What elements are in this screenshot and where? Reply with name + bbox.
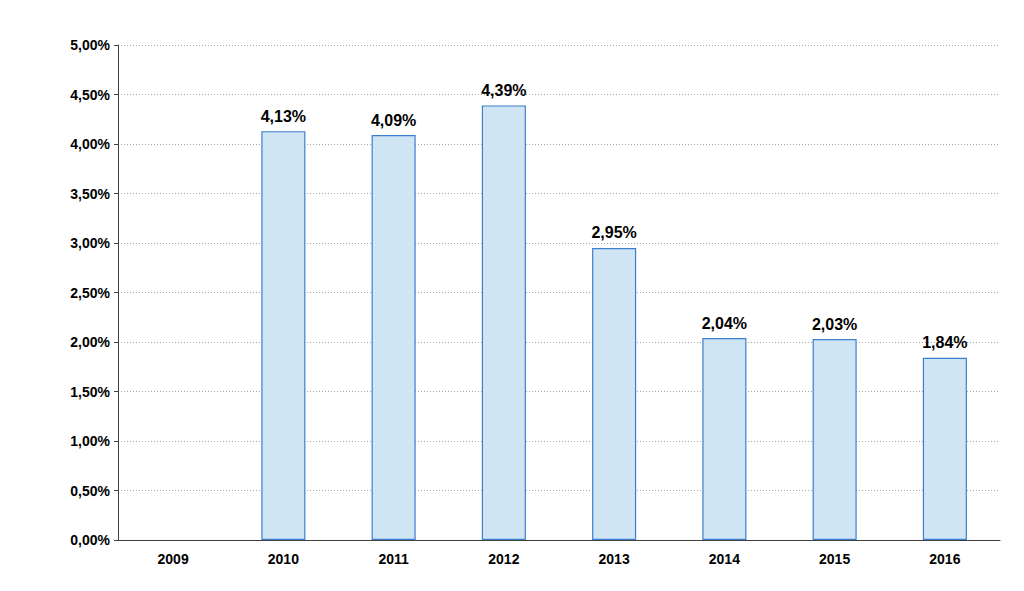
svg-text:0,50%: 0,50% (70, 483, 110, 499)
svg-text:3,50%: 3,50% (70, 186, 110, 202)
svg-text:4,39%: 4,39% (481, 82, 526, 99)
svg-text:2,50%: 2,50% (70, 285, 110, 301)
svg-text:2015: 2015 (819, 551, 850, 567)
svg-text:2014: 2014 (709, 551, 740, 567)
svg-text:4,50%: 4,50% (70, 87, 110, 103)
svg-text:4,09%: 4,09% (371, 112, 416, 129)
svg-text:2010: 2010 (268, 551, 299, 567)
svg-text:2,04%: 2,04% (702, 315, 747, 332)
svg-text:2009: 2009 (158, 551, 189, 567)
svg-text:2012: 2012 (488, 551, 519, 567)
svg-text:5,00%: 5,00% (70, 37, 110, 53)
svg-text:1,84%: 1,84% (922, 334, 967, 351)
svg-text:1,00%: 1,00% (70, 433, 110, 449)
svg-text:2,00%: 2,00% (70, 334, 110, 350)
svg-text:2011: 2011 (378, 551, 409, 567)
svg-text:4,00%: 4,00% (70, 136, 110, 152)
svg-text:0,00%: 0,00% (70, 532, 110, 548)
svg-text:3,00%: 3,00% (70, 235, 110, 251)
svg-text:2016: 2016 (929, 551, 960, 567)
svg-text:2013: 2013 (599, 551, 630, 567)
svg-text:1,50%: 1,50% (70, 384, 110, 400)
svg-text:2,03%: 2,03% (812, 316, 857, 333)
svg-text:2,95%: 2,95% (591, 224, 636, 241)
svg-text:4,13%: 4,13% (261, 108, 306, 125)
